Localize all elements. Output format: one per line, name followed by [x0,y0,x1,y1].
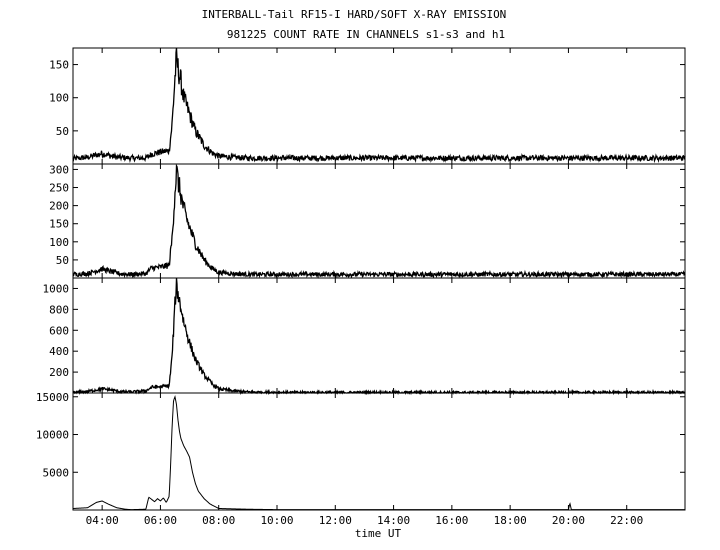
y-tick-label: 150 [49,59,69,72]
x-tick-label: 04:00 [86,514,119,527]
series-line [72,47,686,164]
x-tick-label: 10:00 [260,514,293,527]
x-axis: 04:00 06:00 08:00 10:00 12:00 14:00 16:00 18:00… [86,514,644,527]
panel-4: 5000 10000 15000 [36,391,686,511]
x-tick-label: 06:00 [144,514,177,527]
x-tick-label: 16:00 [435,514,468,527]
y-tick-label: 1000 [43,282,70,295]
panel-frame [72,392,686,511]
chart-title: INTERBALL-Tail RF15-I HARD/SOFT X-RAY EM… [202,8,507,21]
series-line [72,394,685,511]
y-tick-label: 50 [56,125,69,138]
panel-frame [72,163,686,279]
chart-subtitle: 981225 COUNT RATE IN CHANNELS s1-s3 and … [227,28,505,41]
x-tick-label: 18:00 [494,514,527,527]
y-tick-label: 300 [49,163,69,176]
y-tick-label: 15000 [36,391,69,404]
y-tick-label: 800 [49,303,69,316]
x-tick-label: 22:00 [610,514,643,527]
panel-3: 200 400 600 800 1000 [43,277,686,396]
panel-2: 50 100 150 200 250 300 [49,163,686,279]
y-tick-label: 150 [49,218,69,231]
x-tick-label: 12:00 [319,514,352,527]
panels: 50 100 150 50 100 150 200 250 300 200 400 600 800 100… [36,47,686,511]
y-tick-label: 5000 [43,466,70,479]
panel-frame [72,47,686,165]
y-tick-label: 100 [49,92,69,105]
y-tick-label: 250 [49,182,69,195]
y-tick-label: 100 [49,236,69,249]
x-axis-label: time UT [355,527,402,540]
panel-1: 50 100 150 [49,47,686,165]
y-tick-label: 50 [56,254,69,267]
y-tick-label: 10000 [36,429,69,442]
series-line [72,277,686,396]
x-tick-label: 20:00 [552,514,585,527]
series-line [72,163,686,279]
x-tick-label: 08:00 [202,514,235,527]
x-tick-label: 14:00 [377,514,410,527]
panel-frame [72,277,686,394]
y-tick-label: 400 [49,345,69,358]
y-tick-label: 200 [49,200,69,213]
y-tick-label: 200 [49,366,69,379]
y-tick-label: 600 [49,324,69,337]
